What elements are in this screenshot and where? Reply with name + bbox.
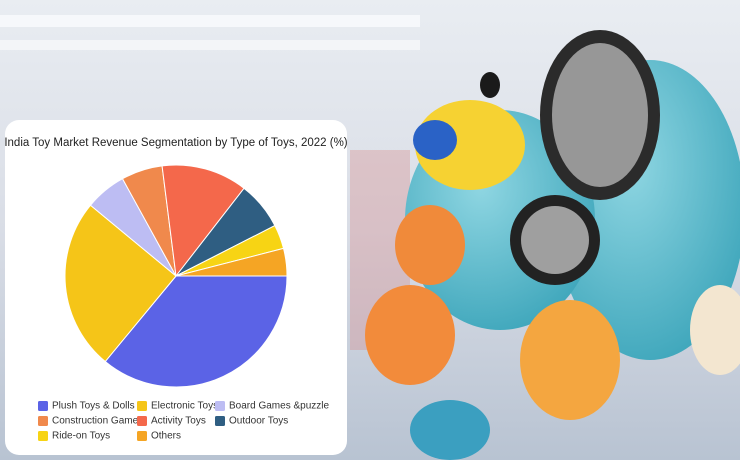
legend-swatch [137,416,147,426]
pie-slice [64,204,177,363]
pie [64,164,288,388]
pie-slice [161,164,245,278]
pie-slice [104,275,288,388]
legend-label: Board Games &puzzle [229,401,329,412]
legend: Plush Toys & Dolls Electronic Toys Board G… [38,401,329,442]
legend-swatch [38,431,48,441]
pie-slice [175,247,288,277]
legend-label: Outdoor Toys [229,416,288,427]
legend-swatch [38,401,48,411]
legend-swatch [137,401,147,411]
legend-swatch [215,416,225,426]
legend-swatch [215,401,225,411]
legend-label: Electronic Toys [151,401,218,412]
legend-label: Construction Games [52,416,143,427]
legend-label: Others [151,431,181,442]
legend-label: Activity Toys [151,416,206,427]
legend-swatch [38,416,48,426]
legend-label: Plush Toys & Dolls [52,401,135,412]
legend-swatch [137,431,147,441]
legend-label: Ride-on Toys [52,431,110,442]
chart-title: India Toy Market Revenue Segmentation by… [4,137,347,149]
